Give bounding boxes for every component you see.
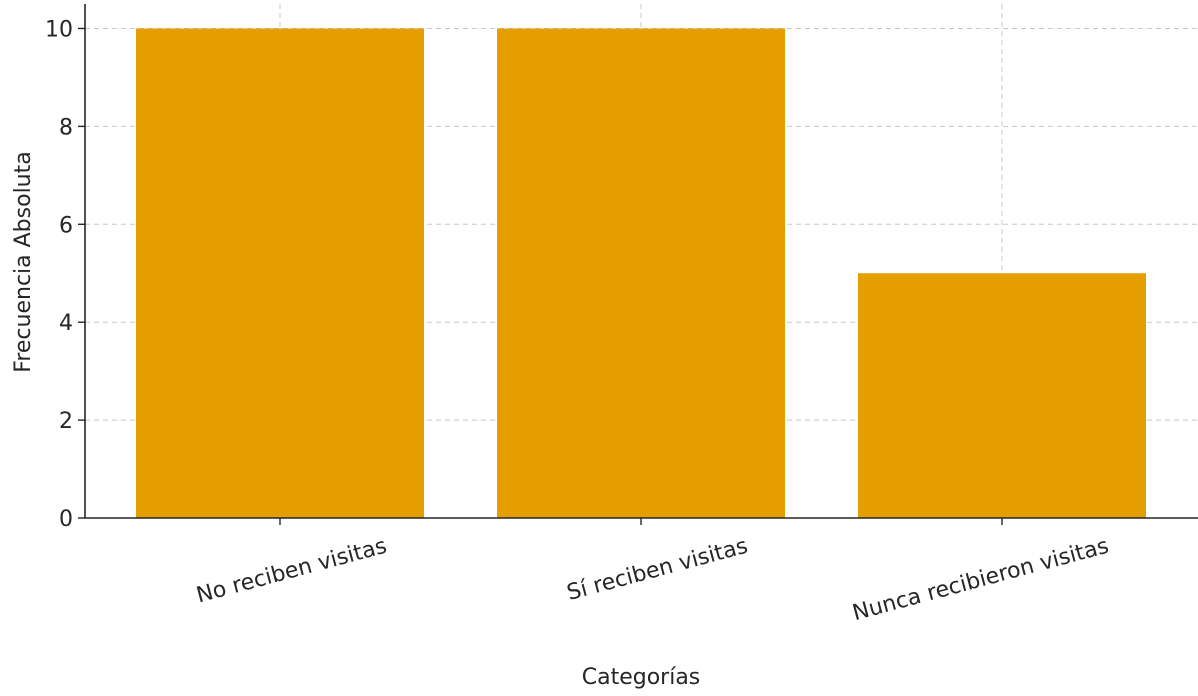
y-tick-label: 8 [59, 115, 73, 140]
x-tick-label: No reciben visitas [194, 534, 390, 609]
y-tick-label: 2 [59, 409, 73, 434]
axis-layer [78, 4, 1198, 525]
bars-layer [136, 28, 1146, 518]
y-tick-label: 4 [59, 311, 73, 336]
bar [497, 28, 785, 518]
bar [858, 273, 1146, 518]
x-axis-title: Categorías [582, 665, 701, 690]
y-tick-label: 6 [59, 213, 73, 238]
x-tick-label: Sí reciben visitas [564, 534, 750, 606]
y-tick-label: 0 [59, 507, 73, 532]
bar [136, 28, 424, 518]
y-axis-title: Frecuencia Absoluta [11, 151, 36, 372]
x-tick-label: Nunca recibieron visitas [850, 534, 1112, 626]
y-tick-label: 10 [45, 17, 73, 42]
